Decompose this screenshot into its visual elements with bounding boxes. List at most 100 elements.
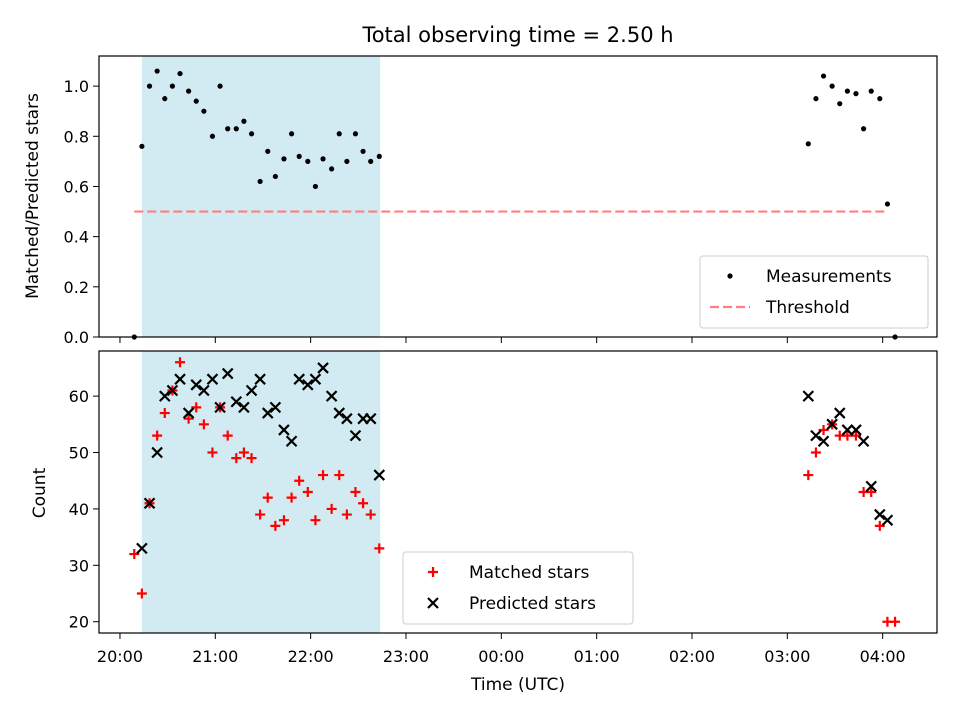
- measurements-point: [201, 108, 207, 114]
- measurements-point: [154, 68, 160, 74]
- predicted-stars-point: [190, 379, 203, 391]
- predicted-stars-point: [166, 384, 179, 397]
- count-y-tick-label: 20: [69, 613, 89, 632]
- predicted-stars-point: [143, 497, 156, 510]
- measurements-point: [225, 126, 231, 132]
- measurements-point: [844, 88, 850, 94]
- ratio-y-tick-label: 0.6: [64, 177, 89, 196]
- matched-stars-point: [803, 470, 814, 481]
- measurements-point: [186, 88, 192, 94]
- x-axis-label: Time (UTC): [470, 675, 565, 695]
- predicted-stars-point: [293, 373, 305, 385]
- measurements-point: [352, 131, 359, 137]
- predicted-stars-point: [802, 390, 815, 402]
- matched-stars-point: [231, 453, 242, 464]
- measurements-point: [837, 101, 843, 107]
- matched-stars-point: [238, 447, 249, 458]
- matched-stars-legend-label: Matched stars: [469, 563, 589, 583]
- measurements-point: [884, 201, 891, 207]
- x-tick-label: 23:00: [383, 647, 429, 666]
- predicted-stars-point: [865, 480, 877, 493]
- predicted-stars-point: [159, 390, 171, 402]
- count-y-axis-label: Count: [30, 467, 50, 518]
- predicted-stars-point: [214, 401, 226, 414]
- measurements-point: [209, 133, 216, 139]
- measurements-point: [829, 83, 835, 89]
- measurements-point: [344, 158, 350, 164]
- measurements-point: [162, 96, 168, 102]
- matched-stars-point: [198, 419, 209, 430]
- chart-title: Total observing time = 2.50 h: [361, 23, 673, 47]
- matched-stars-point: [350, 487, 361, 497]
- predicted-stars-point: [285, 435, 298, 448]
- threshold-legend-label: Threshold: [765, 298, 850, 318]
- measurements-point: [376, 153, 382, 159]
- x-tick-label: 01:00: [574, 647, 620, 666]
- predicted-stars-point: [206, 373, 219, 385]
- matched-stars-point: [318, 470, 329, 481]
- predicted-stars-point: [874, 508, 886, 521]
- matched-stars-point: [207, 447, 218, 458]
- ratio-y-tick-label: 0.8: [64, 127, 89, 146]
- predicted-stars-point: [151, 446, 163, 459]
- matched-stars-point: [302, 487, 313, 497]
- measurements-point: [177, 70, 183, 77]
- matched-stars-point: [334, 470, 345, 481]
- count-y-tick-label: 50: [69, 444, 89, 463]
- matched-stars-point: [159, 408, 170, 419]
- x-tick-label: 02:00: [669, 647, 715, 666]
- measurements-point: [368, 158, 374, 164]
- x-tick-label: 22:00: [288, 647, 334, 666]
- predicted-stars-point: [325, 390, 338, 402]
- matched-stars-point: [246, 453, 257, 464]
- matched-stars-point: [294, 475, 305, 486]
- measurements-point: [169, 83, 176, 89]
- predicted-stars-point: [364, 412, 377, 425]
- count-y-tick-label: 40: [69, 500, 89, 519]
- predicted-stars-point: [302, 379, 314, 391]
- measurements-point: [257, 178, 263, 185]
- predicted-stars-point: [833, 407, 846, 419]
- matched-stars-point: [270, 520, 281, 531]
- measurements-point: [336, 131, 342, 137]
- predicted-stars-point: [810, 429, 822, 442]
- matched-stars-point: [136, 588, 147, 599]
- measurements-point: [805, 141, 811, 147]
- predicted-stars-point: [269, 401, 282, 414]
- matched-stars-point: [310, 515, 321, 526]
- measurements-point: [329, 166, 335, 172]
- count-legend: Matched stars Predicted stars: [402, 551, 634, 625]
- measurements-point: [233, 126, 239, 132]
- measurements-point: [853, 91, 859, 97]
- measurements-point: [265, 148, 271, 154]
- measurements-point: [877, 96, 883, 102]
- predicted-stars-point: [850, 424, 862, 436]
- matched-stars-point: [365, 509, 376, 520]
- predicted-stars-point: [261, 407, 274, 419]
- predicted-stars-legend-label: Predicted stars: [469, 594, 596, 614]
- predicted-stars-point: [841, 424, 854, 436]
- matched-stars-point: [278, 515, 289, 526]
- predicted-stars-point: [373, 469, 386, 481]
- matched-stars-point: [358, 498, 369, 509]
- matched-stars-point: [866, 487, 877, 497]
- predicted-stars-point: [349, 429, 362, 442]
- predicted-stars-point: [826, 418, 838, 431]
- x-tick-label: 21:00: [192, 647, 238, 666]
- matched-stars-point: [374, 543, 385, 554]
- x-tick-label: 20:00: [97, 647, 143, 666]
- predicted-stars-point: [309, 373, 322, 385]
- matched-stars-point: [890, 616, 901, 627]
- ratio-y-tick-label: 0.2: [64, 278, 89, 297]
- measurements-point: [312, 183, 319, 190]
- x-tick-label: 00:00: [478, 647, 524, 666]
- measurements-point: [241, 118, 247, 124]
- measurements-point: [360, 148, 366, 154]
- predicted-stars-point: [198, 384, 210, 397]
- matched-stars-point: [183, 413, 194, 424]
- measurements-point: [146, 83, 153, 89]
- predicted-stars-point: [182, 407, 195, 419]
- matched-stars-point: [286, 492, 297, 503]
- predicted-stars-point: [254, 373, 266, 385]
